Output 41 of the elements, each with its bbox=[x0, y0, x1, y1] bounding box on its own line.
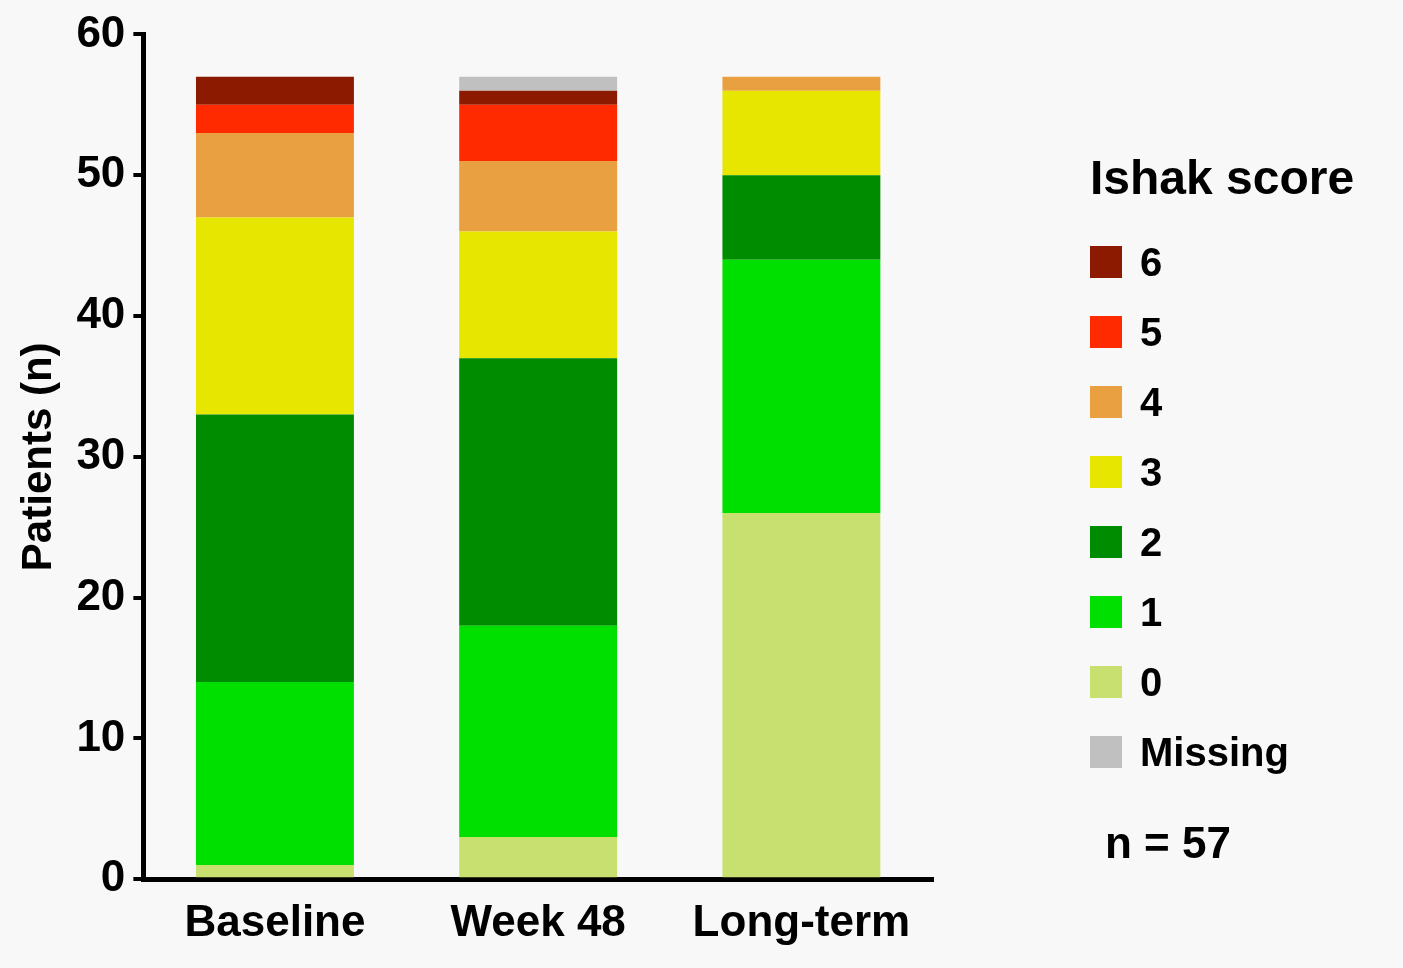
legend-label: Missing bbox=[1140, 729, 1289, 775]
legend-label: 2 bbox=[1140, 519, 1163, 565]
bar bbox=[722, 513, 881, 878]
x-tick-label: Long-term bbox=[692, 895, 911, 945]
bar bbox=[195, 865, 354, 878]
x-tick-label: Week 48 bbox=[450, 895, 626, 945]
bar bbox=[195, 76, 354, 105]
y-tick-label: 0 bbox=[100, 851, 126, 901]
bar bbox=[195, 682, 354, 866]
bar bbox=[722, 175, 881, 260]
bar bbox=[459, 90, 618, 105]
bar bbox=[459, 625, 618, 837]
legend-label: 5 bbox=[1140, 309, 1163, 355]
y-tick-label: 60 bbox=[76, 6, 126, 56]
bar bbox=[459, 161, 618, 232]
legend-label: 6 bbox=[1140, 239, 1163, 285]
bar bbox=[459, 358, 618, 626]
bar bbox=[722, 90, 881, 176]
bar bbox=[459, 231, 618, 359]
text: n = 57 bbox=[1105, 818, 1231, 868]
y-tick-label: 30 bbox=[76, 428, 126, 478]
legend-label: 1 bbox=[1140, 589, 1163, 635]
bar bbox=[459, 76, 618, 91]
bar bbox=[195, 414, 354, 683]
bar bbox=[195, 132, 354, 218]
legend-label: 4 bbox=[1140, 379, 1163, 425]
bar bbox=[459, 836, 618, 878]
x-tick-label: Baseline bbox=[184, 895, 366, 945]
bar bbox=[722, 259, 881, 514]
y-tick-label: 50 bbox=[76, 147, 126, 197]
bar bbox=[195, 104, 354, 133]
legend-label: 3 bbox=[1140, 449, 1163, 495]
legend-title: Ishak score bbox=[1090, 150, 1355, 205]
bar bbox=[195, 217, 354, 415]
bar bbox=[459, 104, 618, 162]
y-tick-label: 10 bbox=[76, 710, 126, 760]
legend-label: 0 bbox=[1140, 659, 1163, 705]
y-axis-title: Patients (n) bbox=[12, 342, 60, 572]
y-tick-label: 40 bbox=[76, 288, 126, 338]
y-tick-label: 20 bbox=[76, 569, 126, 619]
bar bbox=[722, 76, 881, 91]
